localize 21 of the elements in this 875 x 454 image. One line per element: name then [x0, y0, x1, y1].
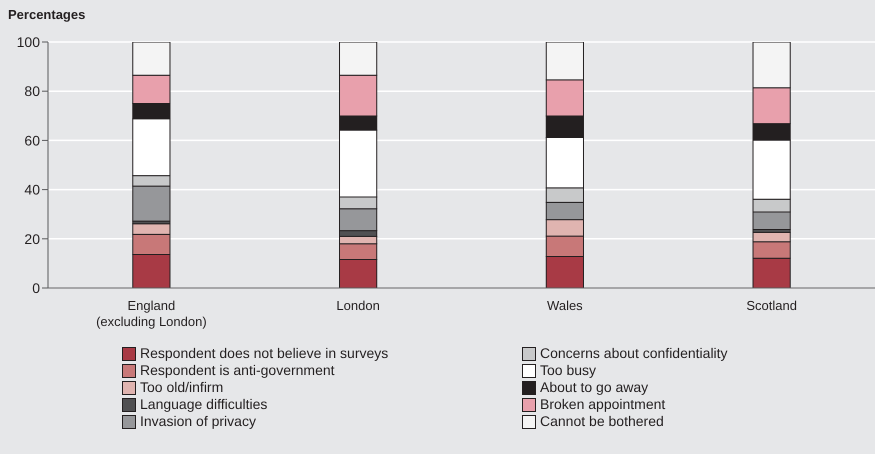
- legend-label: Language difficulties: [140, 396, 268, 413]
- legend-label: About to go away: [540, 379, 648, 396]
- y-tick-label: 100: [16, 34, 40, 50]
- y-tick-label: 80: [24, 83, 40, 100]
- legend-label: Invasion of privacy: [140, 413, 256, 430]
- x-tick-label: Scotland: [746, 298, 797, 313]
- y-tick-label: 20: [24, 230, 40, 247]
- legend-label: Cannot be bothered: [540, 413, 664, 430]
- x-tick-label: England (excluding London): [96, 298, 207, 329]
- y-tick-label: 60: [24, 132, 40, 148]
- y-tick-label: 40: [24, 182, 40, 198]
- legend-label: Broken appointment: [540, 396, 666, 413]
- y-tick-label: 0: [32, 280, 40, 296]
- legend-label: Too busy: [540, 362, 596, 379]
- legend-label: Concerns about confidentiality: [540, 345, 728, 362]
- x-tick-label: London: [336, 298, 380, 313]
- x-tick-label: Wales: [547, 298, 584, 313]
- legend-label: Respondent is anti-government: [140, 362, 335, 379]
- legend-label: Too old/infirm: [140, 379, 224, 396]
- legend-label: Respondent does not believe in surveys: [140, 345, 388, 362]
- y-axis-title: Percentages: [8, 7, 86, 22]
